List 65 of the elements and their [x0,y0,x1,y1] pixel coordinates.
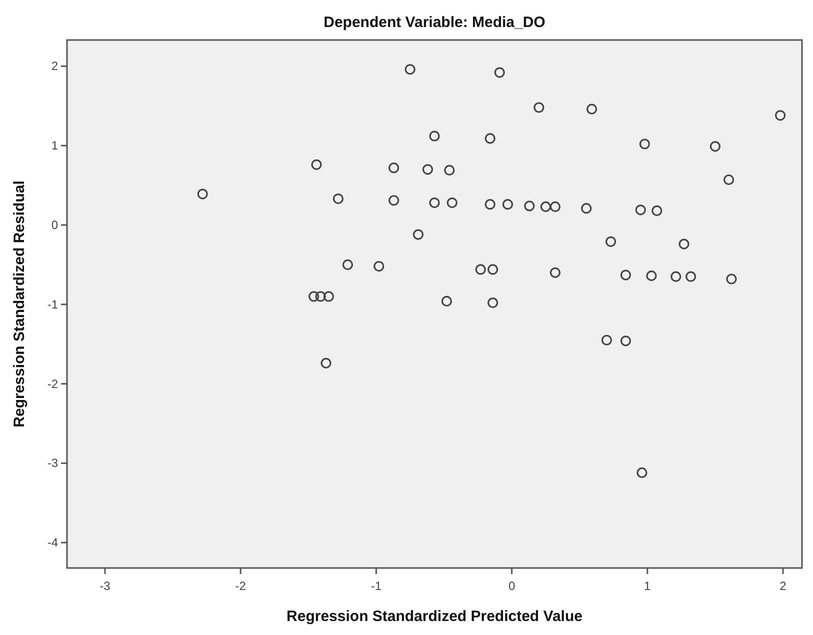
point [646,270,657,282]
point [678,238,690,250]
point [534,102,544,113]
point [422,164,434,175]
point [308,291,320,302]
point [488,264,498,275]
point [404,64,416,75]
x-tick-label: 0 [508,579,516,593]
point [686,271,696,282]
point [635,204,646,216]
x-tick-label: -2 [235,579,246,593]
point [342,259,354,270]
y-tick-label: -2 [47,376,58,391]
point [446,197,458,208]
point [550,267,560,278]
point [726,274,737,284]
point [323,291,334,302]
point [429,197,440,208]
point [475,264,486,275]
point [320,358,332,368]
point [315,291,326,302]
point [605,236,616,247]
point [484,133,496,144]
point [441,296,452,307]
point [670,271,682,282]
point [710,141,721,152]
point [374,260,384,272]
point [412,229,424,240]
x-tick-label: -3 [100,579,111,593]
x-tick-label: 1 [644,579,652,593]
point [484,199,496,210]
point [332,193,344,204]
point [388,162,400,174]
point [502,199,514,210]
point [540,201,551,212]
point [581,203,592,214]
x-tick-label: -1 [370,579,382,593]
point [620,270,632,280]
y-tick-label: 1 [51,138,58,153]
point [723,174,734,186]
y-tick-label: 2 [51,59,58,74]
point [636,467,648,478]
point [586,104,598,114]
chart-title: Dependent Variable: Media_DO [324,14,546,31]
y-tick-label: -3 [47,456,58,470]
point [620,336,632,346]
point [429,130,440,142]
point [444,164,455,176]
y-tick-label: -1 [47,297,58,312]
point [488,298,498,308]
point [311,159,322,170]
y-axis-title: Regression Standardized Residual [11,180,28,428]
point [550,201,560,212]
point [494,67,505,78]
point [388,195,400,206]
point [197,188,208,200]
point [601,334,612,346]
point [652,205,662,216]
point [775,110,786,121]
point [639,138,650,150]
point [524,200,535,212]
x-axis-title: Regression Standardized Predicted Value [286,608,582,625]
y-tick-label: -4 [47,536,58,550]
x-tick-label: 2 [780,579,787,593]
y-tick-label: 0 [51,218,58,232]
